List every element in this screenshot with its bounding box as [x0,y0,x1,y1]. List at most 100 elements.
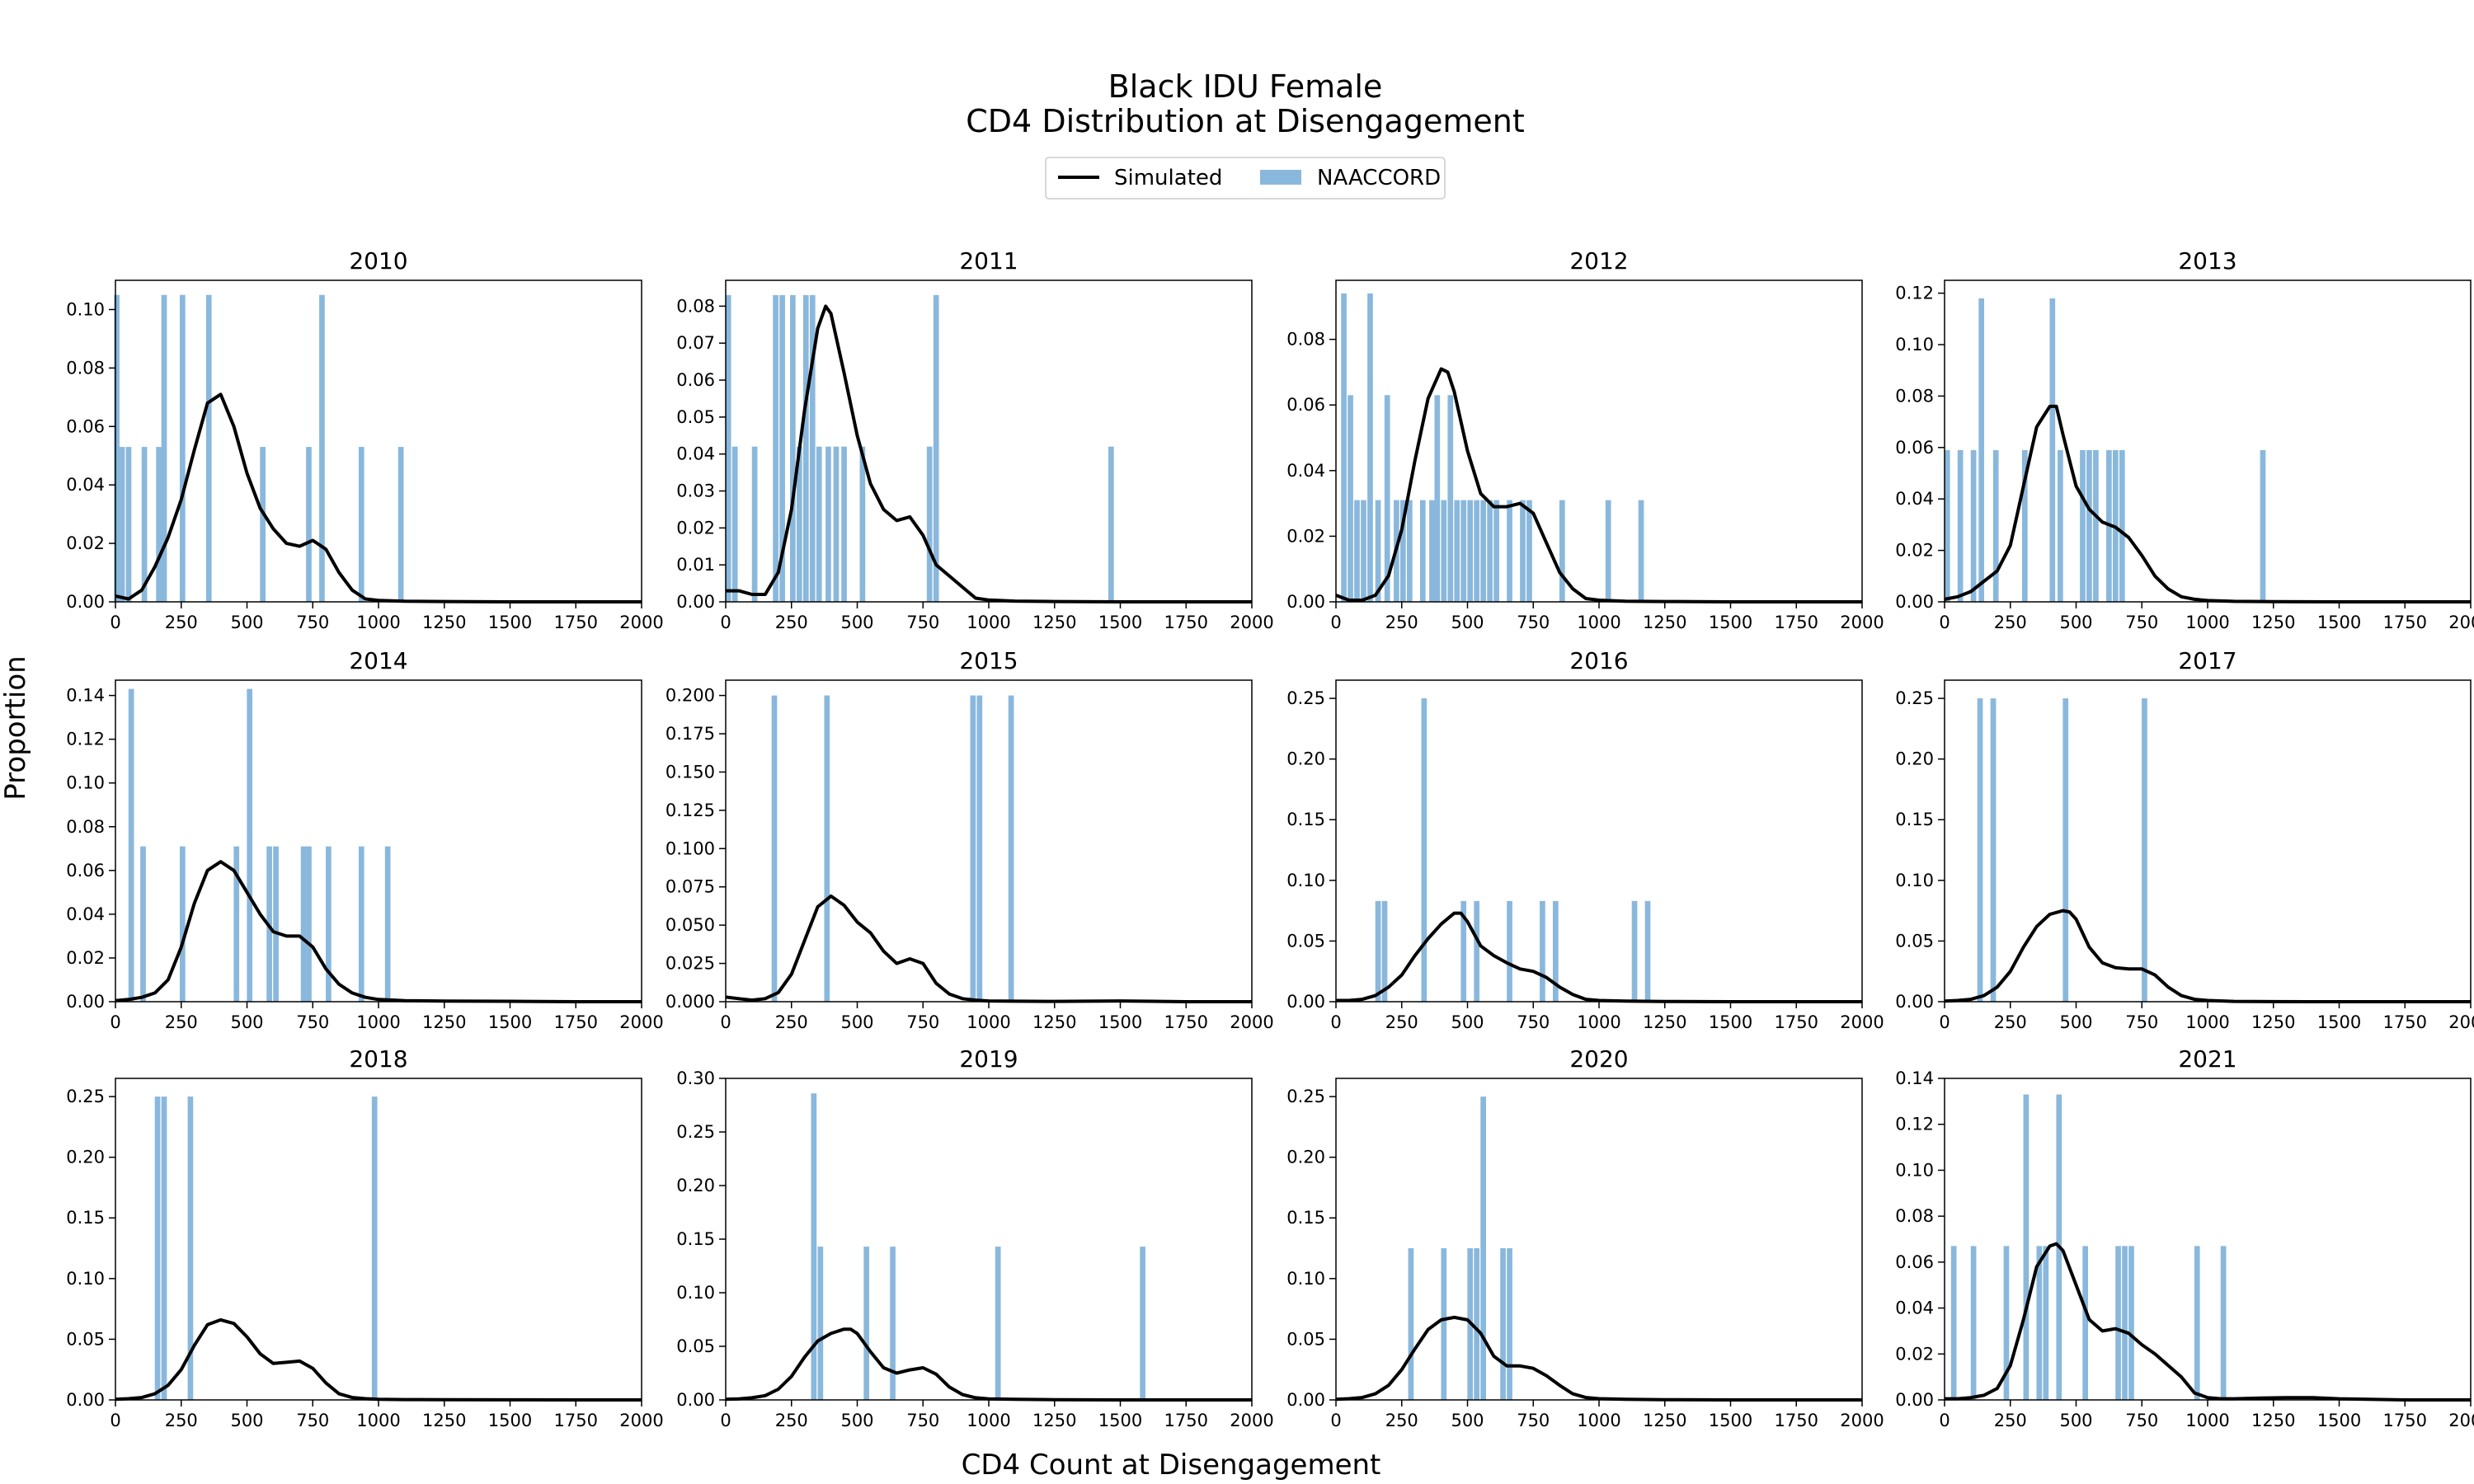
naaccord-bar [1990,698,1997,1002]
naaccord-bar [970,695,976,1002]
y-tick-label: 0.00 [1286,992,1325,1012]
y-tick-label: 0.075 [666,877,715,897]
naaccord-bar [2049,298,2056,602]
simulated-line [725,894,1252,1003]
panel-2021: 2021 0 250 500 750 1000 1250 1500 1750 2000 0.00 0.… [1895,1045,2474,1430]
x-tick-label: 1500 [1709,1411,1752,1430]
naaccord-bar [926,446,933,602]
naaccord-bar [1540,900,1545,1002]
naaccord-bar [187,1097,194,1400]
y-tick-label: 0.12 [1895,284,1934,303]
y-tick-label: 0.03 [676,481,715,501]
naaccord-bar [802,294,809,602]
x-tick-label: 1750 [554,1411,598,1430]
x-tick-label: 0 [1939,1411,1950,1430]
naaccord-bar [2043,1246,2049,1400]
y-tick-label: 0.07 [676,333,715,353]
naaccord-bar [1441,500,1447,602]
naaccord-bar [1970,1246,1977,1400]
panel-title: 2020 [1569,1045,1628,1073]
x-tick-label: 1500 [488,1411,532,1430]
x-tick-label: 1750 [554,613,598,632]
x-tick-label: 1250 [1643,613,1686,632]
x-tick-label: 1250 [2251,1012,2295,1032]
simulated-line [1944,909,2471,1003]
y-tick-label: 0.10 [66,773,105,793]
y-tick-label: 0.00 [676,1390,715,1410]
panel-2015: 2015 0 250 500 750 1000 1250 1500 1750 2000 0.000 0… [666,647,1274,1032]
x-tick-label: 1750 [2383,1012,2427,1032]
x-tick-label: 750 [296,1012,329,1032]
x-tick-label: 1750 [1164,613,1208,632]
naaccord-bar [811,1093,817,1400]
simulated-line [725,1327,1252,1402]
y-tick-label: 0.02 [66,533,105,553]
naaccord-bar [1419,500,1426,602]
naaccord-bar [1507,1248,1512,1400]
naaccord-bar [2128,1246,2134,1400]
x-tick-label: 0 [1939,1012,1950,1032]
panel-2020: 2020 0 250 500 750 1000 1250 1500 1750 2000 0.00 0.… [1286,1045,1884,1430]
naaccord-bar [1454,500,1460,602]
y-tick-label: 0.10 [1895,335,1934,355]
y-tick-label: 0.04 [66,904,105,924]
x-tick-label: 750 [296,1411,329,1430]
naaccord-bar [779,294,785,602]
naaccord-bar [179,846,186,1002]
y-tick-label: 0.04 [66,475,105,495]
x-tick-label: 2000 [619,1411,663,1430]
naaccord-bar [1361,500,1366,602]
naaccord-bar [1644,900,1651,1002]
naaccord-bar [1507,500,1512,602]
x-tick-label: 2000 [619,1012,663,1032]
legend-naaccord-swatch [1260,170,1301,185]
naaccord-bar [2220,1246,2227,1400]
figure-title-line2: CD4 Distribution at Disengagement [966,103,1524,139]
x-tick-label: 1500 [1709,613,1752,632]
y-tick-label: 0.08 [1895,1206,1934,1226]
x-axis-label: CD4 Count at Disengagement [962,1449,1381,1482]
x-tick-label: 1500 [1098,1411,1142,1430]
naaccord-bar [1559,500,1565,602]
x-tick-label: 250 [165,1411,198,1430]
naaccord-bar [384,846,391,1002]
x-tick-label: 250 [1994,1411,2027,1430]
naaccord-bar [859,446,866,602]
x-tick-label: 0 [110,613,120,632]
y-tick-label: 0.15 [66,1208,105,1228]
naaccord-bar [773,294,778,602]
x-tick-label: 1750 [2383,613,2427,632]
x-tick-label: 1250 [1032,1012,1076,1032]
axes-frame [725,1078,1253,1401]
x-tick-label: 1000 [2185,1012,2229,1032]
naaccord-bar [751,446,758,602]
y-tick-label: 0.01 [676,555,715,575]
naaccord-bar [817,1247,824,1400]
y-tick-label: 0.00 [1895,592,1934,612]
naaccord-bar [1341,293,1347,602]
x-tick-label: 750 [2125,1411,2158,1430]
naaccord-bar [1460,500,1467,602]
naaccord-bar [1421,698,1427,1002]
x-tick-label: 500 [230,613,263,632]
y-tick-label: 0.06 [1895,1252,1934,1272]
naaccord-bar [233,846,240,1002]
naaccord-bar [1474,1248,1480,1400]
x-tick-label: 1000 [356,1411,400,1430]
figure-title-line1: Black IDU Female [1108,68,1383,105]
x-tick-label: 500 [230,1012,263,1032]
subplot-grid: 2010 0 250 500 750 1000 1250 1500 1750 2000 0.00 0.… [66,247,2474,1430]
x-tick-label: 1250 [422,1411,466,1430]
y-tick-label: 0.05 [1286,931,1325,951]
naaccord-bar [1970,449,1977,602]
x-tick-label: 1750 [2383,1411,2427,1430]
axes-frame [115,279,642,603]
naaccord-bar [1434,395,1441,602]
naaccord-bar [397,447,404,602]
x-tick-label: 250 [775,1012,808,1032]
naaccord-bar [2080,449,2086,602]
naaccord-bar [260,447,266,602]
y-tick-label: 0.06 [676,370,715,390]
naaccord-bar [358,846,365,1002]
naaccord-bar [1447,395,1454,602]
